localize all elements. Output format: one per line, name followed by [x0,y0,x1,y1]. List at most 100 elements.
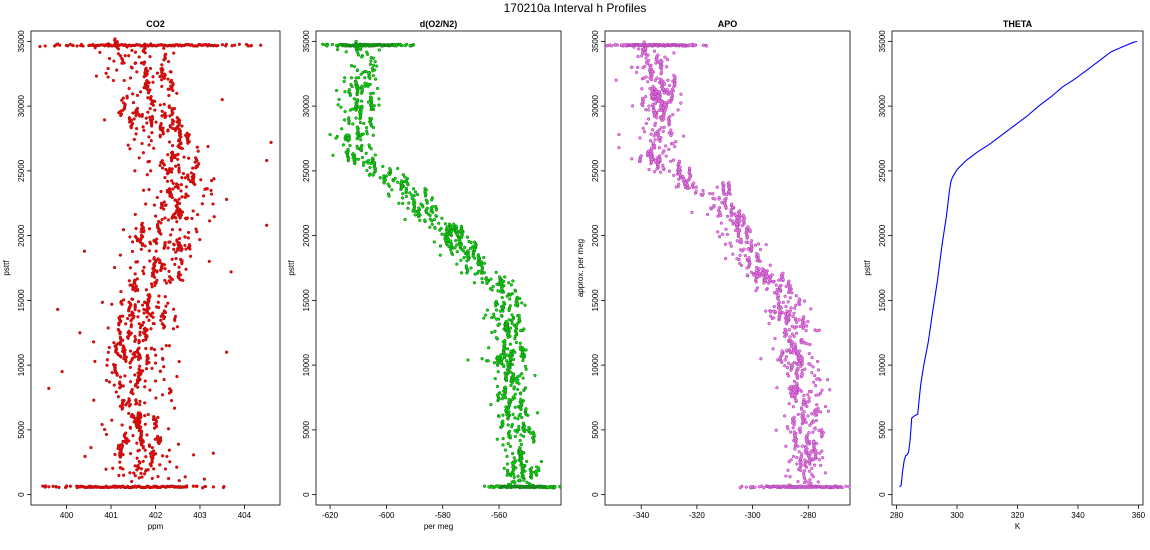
data-point [679,101,683,105]
data-point [164,203,168,207]
data-point [363,76,367,80]
x-tick-label: 300 [950,511,964,520]
data-point [812,463,817,467]
data-point [508,297,512,301]
data-point [143,244,147,248]
data-point [334,136,338,140]
data-point [517,316,522,321]
data-point [644,121,648,126]
data-point [201,194,206,198]
data-point [174,250,178,254]
data-point [865,486,868,489]
data-point [649,154,654,159]
data-point [643,95,648,99]
data-point [775,386,779,390]
x-tick-label: 402 [149,511,163,520]
data-point [778,309,782,313]
data-point [132,314,136,319]
data-point [144,455,148,459]
data-point [119,112,124,116]
y-tick-label: 25000 [591,159,600,182]
data-point [155,71,160,75]
data-point [650,87,654,91]
data-point [132,414,136,418]
data-point [175,325,180,329]
data-point [798,426,802,430]
data-point [394,44,399,48]
data-point [672,173,676,178]
data-point [186,177,191,181]
data-point [190,216,194,221]
data-point [504,359,509,363]
data-point [651,141,655,145]
data-point [794,331,799,335]
data-point [792,415,796,419]
data-point [337,97,341,102]
data-point [659,70,664,74]
data-point [91,340,96,344]
data-point [163,216,167,220]
data-point [863,485,866,488]
data-point [509,383,513,388]
data-point [713,197,717,201]
data-point [143,70,147,75]
data-point [119,466,123,470]
panel-2: d(O2/N2) -620 -600 -580 -560 0 5000 10000 15000 2… [287,19,562,531]
data-point [355,68,360,72]
data-point [134,132,138,136]
y-axis-label: psttf [863,260,872,276]
data-point [515,380,519,385]
data-point [387,194,391,198]
data-point [520,346,525,350]
data-point [163,111,167,115]
data-point [796,366,800,370]
data-point [175,120,179,124]
data-point [749,239,754,243]
data-point [781,300,785,305]
data-point [788,296,792,300]
data-point [810,371,814,375]
data-point [129,332,133,336]
data-point [741,213,745,217]
data-point [157,260,162,265]
data-point [140,475,144,479]
data-point [806,414,810,418]
data-point [138,364,142,368]
data-point [825,378,830,382]
data-point [808,342,812,347]
y-tick-label: 20000 [302,224,311,247]
data-point [339,105,343,109]
data-point [154,353,158,357]
data-point [360,155,365,160]
data-point [162,207,166,211]
data-point [790,340,794,344]
data-point [716,230,720,234]
data-point [43,44,47,48]
data-point [163,294,167,299]
data-point [617,132,621,137]
y-axis-label: psttf [2,260,11,276]
data-point [653,138,657,142]
data-point [160,166,165,170]
data-point [639,154,643,158]
data-point [430,219,434,223]
data-point [371,133,375,137]
data-point [172,247,176,251]
data-point [791,454,796,459]
data-point [137,448,141,452]
data-point [847,485,850,489]
data-point [147,143,151,147]
data-point [820,449,824,453]
data-point [176,442,181,446]
data-point [493,376,497,381]
data-point [118,375,123,379]
data-point [720,232,725,236]
data-point [803,458,807,462]
data-point [646,117,651,121]
data-point [161,356,165,361]
data-point [367,71,371,75]
data-point [150,117,155,121]
data-point [821,456,825,460]
data-point [41,484,45,488]
data-point [671,112,675,117]
